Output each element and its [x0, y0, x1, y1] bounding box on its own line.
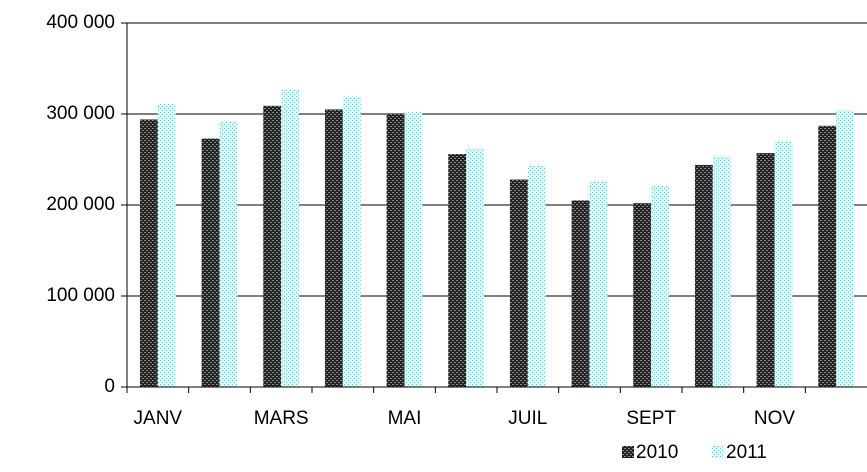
bar: [651, 185, 670, 387]
y-tick-label: 300 000: [46, 103, 115, 124]
x-tick-label: MARS: [254, 408, 309, 429]
bar: [448, 154, 467, 387]
bar: [386, 114, 405, 387]
y-tick-label: 0: [104, 376, 115, 397]
bar: [404, 112, 423, 388]
bar: [571, 200, 590, 387]
bar: [466, 148, 485, 387]
y-tick-label: 400 000: [46, 12, 115, 33]
bar: [836, 110, 855, 388]
legend-label: 2011: [726, 442, 767, 463]
bar: [633, 203, 652, 387]
bar: [589, 181, 608, 387]
bar: [281, 89, 300, 388]
legend-swatch: [622, 446, 634, 458]
legend-label: 2010: [636, 442, 678, 463]
bar: [342, 96, 361, 388]
bar: [201, 138, 220, 387]
bar: [818, 125, 837, 387]
bar: [774, 141, 793, 387]
bar: [756, 153, 775, 387]
bar: [263, 105, 282, 387]
bar: [694, 164, 713, 387]
x-tick-label: MAI: [388, 408, 422, 429]
x-tick-label: NOV: [754, 408, 796, 429]
x-tick-label: SEPT: [626, 408, 676, 429]
x-tick-label: JANV: [134, 408, 183, 429]
x-tick-label: JUIL: [508, 408, 547, 429]
bar: [527, 165, 546, 387]
legend-swatch: [712, 446, 724, 458]
bar: [509, 179, 528, 387]
bar: [712, 156, 731, 387]
bar: [219, 121, 238, 387]
y-tick-label: 200 000: [46, 194, 115, 215]
bar: [139, 119, 158, 388]
bar: [157, 103, 176, 388]
y-tick-label: 100 000: [46, 285, 115, 306]
bar: [324, 109, 343, 387]
